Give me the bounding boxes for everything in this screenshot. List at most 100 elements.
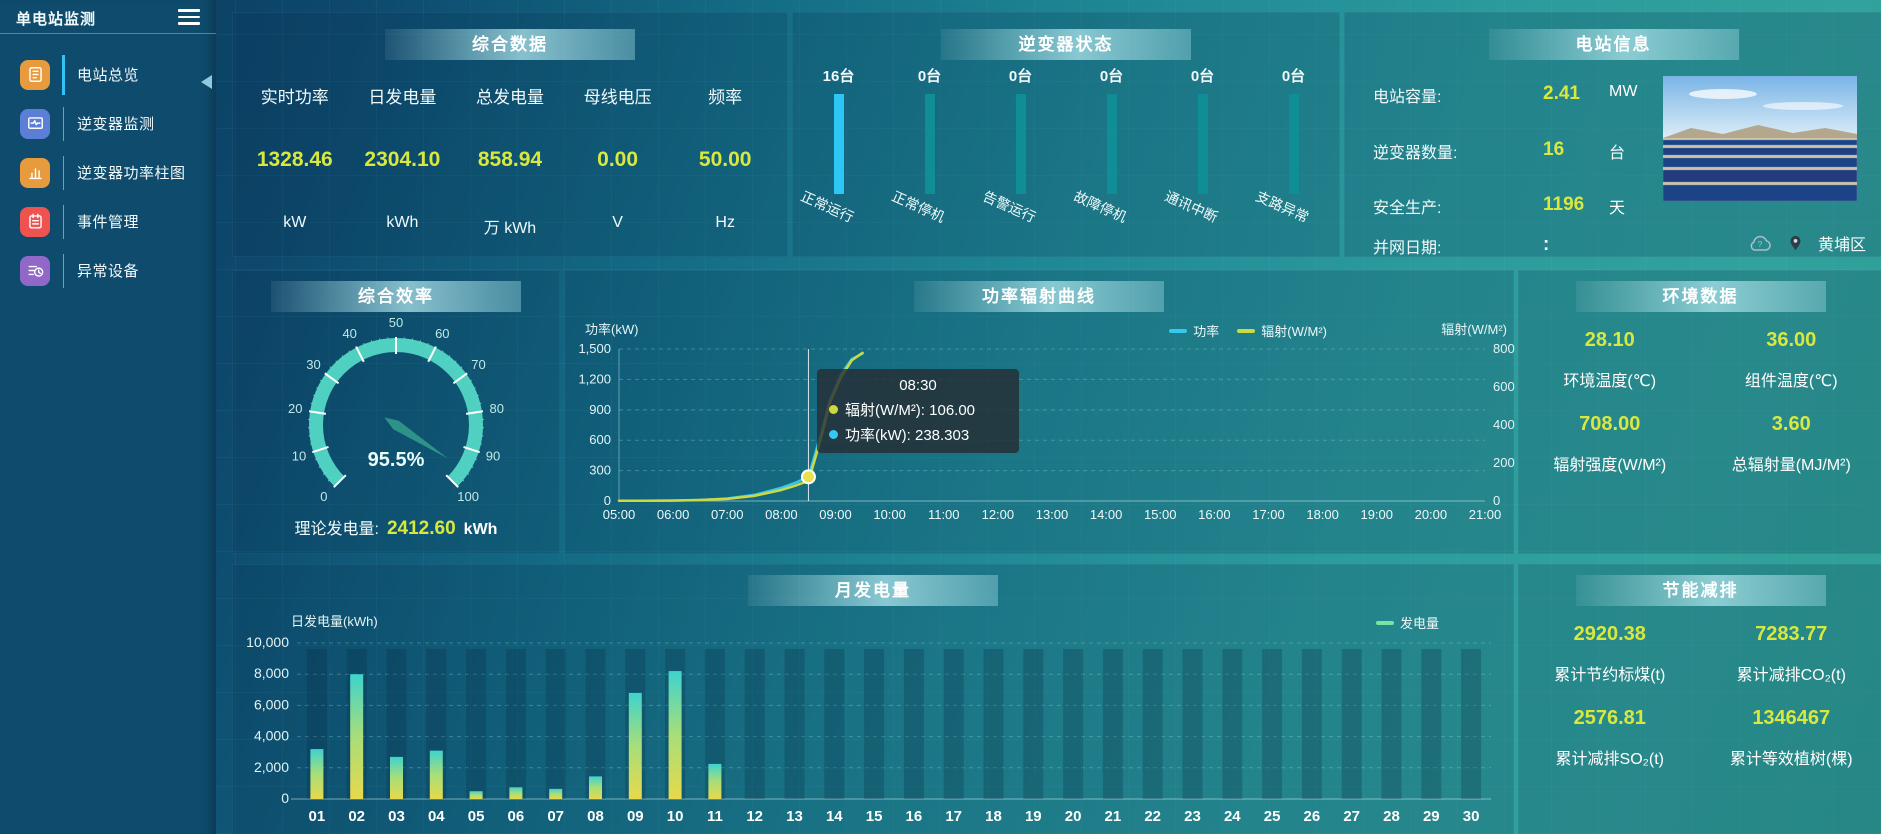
gauge-major-tick [308, 410, 327, 415]
weather-cloud-icon: ? [1750, 235, 1771, 251]
metric-value: 7283.77 [1755, 623, 1828, 645]
bar-shadow [1063, 649, 1084, 799]
gauge-minor-tick [310, 402, 317, 406]
tooltip-radiation: 辐射(W/M²): 106.00 [845, 402, 976, 419]
panel-title: 综合数据 [385, 29, 635, 60]
legend-item[interactable]: 功率 [1169, 321, 1219, 340]
sidebar-collapse-arrow[interactable] [201, 75, 212, 89]
gauge-major-tick [333, 474, 347, 488]
x-tick: 10:00 [873, 507, 906, 522]
sidebar-item-inverter-monitor[interactable]: 逆变器监测 [0, 99, 216, 148]
gauge-tick-label: 20 [288, 401, 302, 416]
bar-day-09 [628, 692, 642, 799]
status-bar [1106, 94, 1117, 194]
gauge-tick-label: 70 [471, 357, 485, 372]
abnormal-device-icon [20, 255, 50, 286]
hover-marker [800, 469, 816, 485]
menu-toggle-icon[interactable] [178, 9, 200, 29]
gauge-minor-tick [475, 402, 482, 406]
station-row-label: 逆变器数量: [1373, 145, 1458, 162]
metric-label: 实时功率 [260, 88, 329, 107]
bar-day-02 [350, 674, 364, 799]
metric-value: 28.10 [1584, 329, 1635, 351]
gauge-minor-tick [403, 337, 405, 344]
tooltip-time: 08:30 [899, 377, 937, 394]
x-tick: 14:00 [1090, 507, 1123, 522]
bar-shadow [1262, 649, 1283, 799]
panel-title: 月发电量 [748, 575, 998, 606]
bar-shadow [1023, 649, 1044, 799]
station-row-unit: 台 [1609, 145, 1626, 162]
x-tick: 06:00 [657, 507, 690, 522]
gauge-major-tick [324, 372, 340, 385]
left-axis-title: 功率(kW) [585, 322, 639, 337]
gauge-tick-label: 30 [306, 357, 320, 372]
app-title: 单电站监测 [16, 11, 97, 28]
x-tick: 27 [1343, 808, 1360, 825]
status-label: 通讯中断 [1162, 187, 1220, 226]
metric-label: 总发电量 [475, 88, 544, 107]
station-row-value: : [1543, 234, 1550, 255]
bar-shadow [784, 649, 805, 799]
radiation-dot-icon [829, 405, 838, 414]
gauge-major-tick [445, 474, 459, 488]
bar-shadow [1421, 649, 1442, 799]
metric-label: 累计节约标煤(t) [1554, 667, 1666, 684]
legend-label: 发电量 [1399, 616, 1439, 631]
x-tick: 15:00 [1144, 507, 1177, 522]
metric-value: 2920.38 [1573, 623, 1646, 645]
sidebar-menu: 电站总览逆变器监测逆变器功率柱图事件管理 异常设备 [0, 50, 216, 295]
inverter-status-chart[interactable]: 16台 正常运行 0台 正常停机 0台 告警运行 0台 故障停机 0台 通讯中断 0台 支路异常 [793, 49, 1339, 256]
status-bar [924, 94, 935, 194]
x-tick: 05 [468, 808, 485, 825]
legend-item[interactable]: 辐射(W/M²) [1237, 321, 1327, 340]
gauge-tick-label: 80 [490, 401, 504, 416]
inverter-status-column: 0台 告警运行 [975, 49, 1066, 256]
gauge-minor-tick [370, 340, 374, 347]
gauge-minor-tick [472, 394, 479, 398]
gauge-minor-tick [327, 476, 334, 482]
x-tick: 18 [985, 808, 1002, 825]
station-row-value: 16 [1543, 139, 1565, 160]
x-tick: 24 [1224, 808, 1241, 825]
x-tick: 21:00 [1469, 507, 1502, 522]
x-tick: 17:00 [1252, 507, 1285, 522]
power-radiation-chart[interactable]: 0 300 600 900 1,200 1,500 0 200 400 600 800 05:00 06… [565, 271, 1514, 553]
sidebar-item-event-management[interactable]: 事件管理 [0, 197, 216, 246]
station-row-value: 2.41 [1543, 83, 1580, 104]
bar-shadow [545, 649, 566, 799]
sidebar-item-label: 电站总览 [77, 67, 140, 84]
gauge-tick-label: 10 [292, 449, 306, 464]
metric-value: 36.00 [1766, 329, 1817, 351]
legend-item[interactable]: 发电量 [1375, 613, 1439, 632]
sidebar-item-label: 逆变器功率柱图 [77, 165, 186, 182]
bar-shadow [466, 649, 487, 799]
panel-station-info: 电站信息 电站容量: 2.41 MW 逆变器数量: 16 台安全生产: 1196 天并网日期:… [1344, 12, 1881, 257]
panel-title: 电站信息 [1488, 29, 1739, 60]
metric-label: 累计等效植树(棵) [1729, 751, 1853, 768]
y-tick-right: 0 [1493, 493, 1500, 508]
x-tick: 06 [508, 808, 525, 825]
x-tick: 12 [746, 808, 763, 825]
monthly-generation-chart[interactable]: 0 2,000 4,000 6,000 8,000 10,000 01 02 03 04 05 06 0… [233, 565, 1513, 834]
item-divider [63, 253, 64, 288]
efficiency-gauge[interactable]: 0 10 20 30 40 50 60 70 80 90 100 [246, 305, 546, 515]
station-row-unit: MW [1609, 83, 1638, 100]
metric-value: 708.00 [1579, 413, 1641, 435]
tooltip-line: 功率(kW): 238.303 [829, 424, 1007, 445]
bar-day-11 [708, 763, 722, 799]
gauge-minor-tick [313, 394, 320, 398]
station-row-label: 安全生产: [1373, 200, 1442, 217]
y-tick-left: 1,500 [578, 341, 611, 356]
metric-label: 累计减排CO₂(t) [1736, 667, 1846, 684]
status-label: 告警运行 [980, 187, 1038, 226]
sidebar-item-inverter-power-bars[interactable]: 逆变器功率柱图 [0, 148, 216, 197]
legend-chip [1169, 328, 1188, 333]
sidebar-item-abnormal-device[interactable]: 异常设备 [0, 246, 216, 295]
sidebar-item-station-overview[interactable]: 电站总览 [0, 50, 216, 99]
metric-label: 组件温度(℃) [1744, 373, 1838, 390]
tooltip-power: 功率(kW): 238.303 [845, 427, 970, 444]
location-pin-icon [1790, 235, 1801, 251]
gauge-needle [384, 417, 449, 459]
gauge-minor-tick [348, 350, 353, 357]
